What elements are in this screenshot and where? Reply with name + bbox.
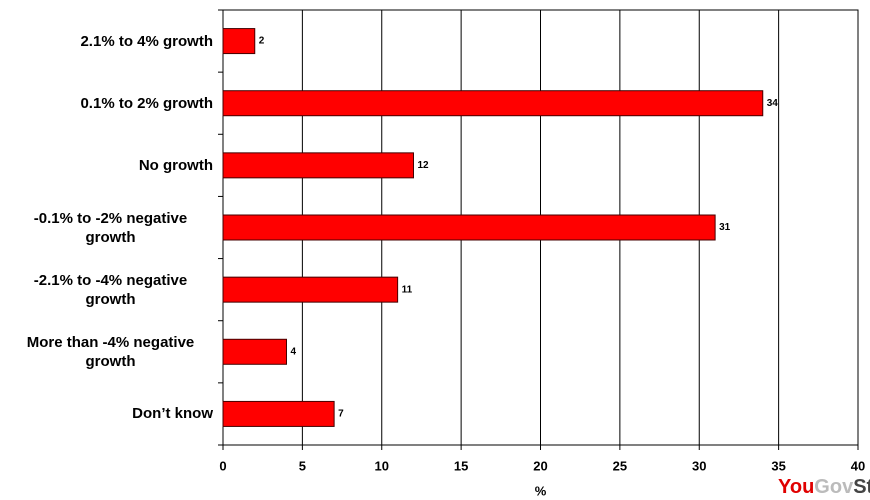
y-tick-label-box: Don’t know	[8, 389, 213, 439]
bar	[222, 338, 287, 365]
bar	[222, 28, 256, 55]
value-label: 31	[719, 222, 731, 233]
y-tick-label: No growth	[138, 156, 213, 174]
bar	[222, 90, 764, 117]
logo-part: Gov	[814, 476, 854, 498]
y-tick-label-box: More than -4% negative growth	[8, 327, 213, 377]
x-tick-label: 20	[533, 458, 547, 473]
value-label: 11	[402, 284, 413, 295]
logo-part: Stone	[853, 476, 870, 498]
x-axis-label: %	[535, 483, 547, 498]
x-tick-label: 15	[454, 458, 468, 473]
bar	[222, 152, 414, 179]
bar	[222, 276, 399, 303]
y-tick-label: 0.1% to 2% growth	[80, 94, 213, 112]
y-tick-label: -2.1% to -4% negative growth	[33, 271, 188, 308]
y-tick-label-box: 2.1% to 4% growth	[8, 16, 213, 66]
y-tick-label: 2.1% to 4% growth	[80, 32, 213, 50]
x-tick-label: 5	[299, 458, 306, 473]
y-tick-label-box: -2.1% to -4% negative growth	[8, 265, 213, 315]
x-tick-label: 40	[851, 458, 865, 473]
value-label: 12	[418, 160, 430, 171]
bar	[222, 214, 716, 241]
value-label: 4	[291, 346, 297, 357]
value-label: 2	[259, 36, 265, 47]
logo-part: You	[778, 476, 815, 498]
bar	[222, 400, 335, 427]
value-label: 7	[338, 409, 344, 420]
x-tick-label: 0	[219, 458, 226, 473]
x-tick-label: 30	[692, 458, 706, 473]
y-tick-label: More than -4% negative growth	[26, 333, 195, 370]
y-tick-label: -0.1% to -2% negative growth	[33, 209, 188, 246]
y-tick-label-box: No growth	[8, 140, 213, 190]
y-tick-label: Don’t know	[132, 405, 213, 423]
x-tick-label: 25	[613, 458, 627, 473]
logo: YouGovStone	[778, 476, 870, 499]
y-tick-label-box: 0.1% to 2% growth	[8, 78, 213, 128]
x-tick-label: 35	[771, 458, 785, 473]
x-tick-label: 10	[375, 458, 389, 473]
y-tick-label-box: -0.1% to -2% negative growth	[8, 203, 213, 253]
value-label: 34	[767, 98, 779, 109]
